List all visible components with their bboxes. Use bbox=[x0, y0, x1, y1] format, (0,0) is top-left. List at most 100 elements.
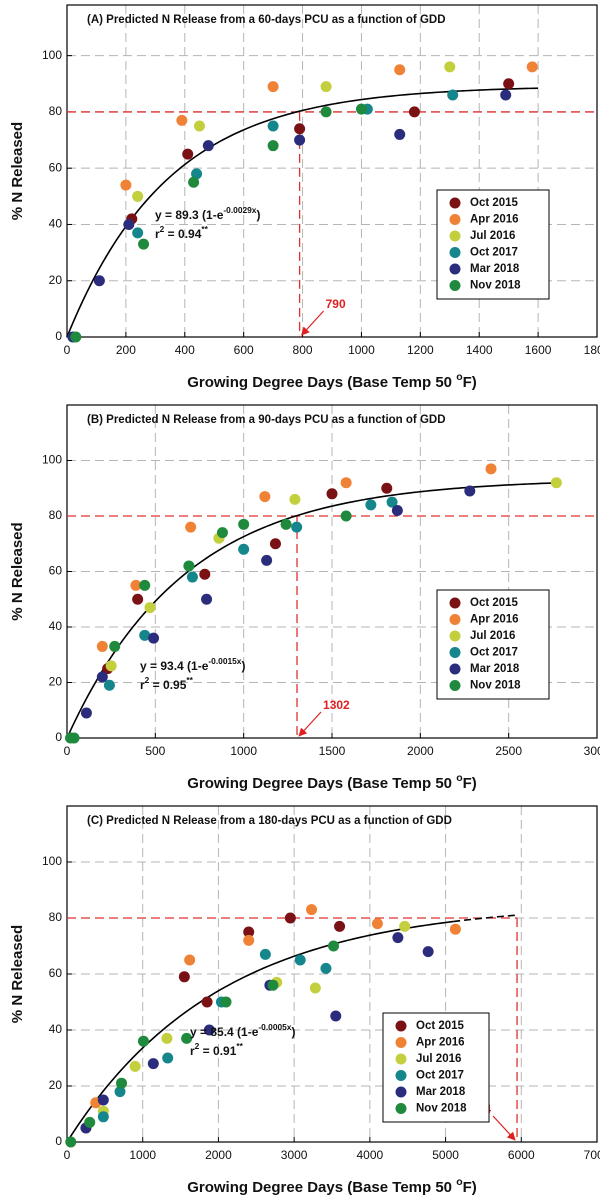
data-point bbox=[132, 227, 144, 239]
legend-marker bbox=[449, 680, 461, 691]
data-point bbox=[394, 128, 406, 140]
x-axis-label: Growing Degree Days (Base Temp 50 oF) bbox=[187, 772, 477, 792]
data-point bbox=[84, 1116, 96, 1128]
data-point bbox=[191, 168, 203, 180]
legend-label: Oct 2015 bbox=[470, 597, 519, 609]
x-tick-label: 1400 bbox=[466, 343, 493, 357]
equation-part: ) bbox=[256, 208, 260, 222]
data-point bbox=[326, 488, 338, 500]
r-squared-part: = 0.91 bbox=[199, 1044, 236, 1058]
r-squared-part: r bbox=[190, 1044, 195, 1058]
data-point bbox=[96, 640, 108, 652]
data-point bbox=[526, 61, 538, 73]
data-point bbox=[194, 120, 205, 132]
data-point bbox=[188, 176, 200, 188]
x-tick-label: 1000 bbox=[129, 1148, 156, 1162]
equation-part: ) bbox=[291, 1025, 295, 1039]
equation-part: y = 89.3 (1-e bbox=[155, 208, 224, 222]
data-point bbox=[259, 491, 271, 503]
data-point bbox=[267, 979, 279, 991]
x-tick-label: 1000 bbox=[348, 343, 375, 357]
data-point bbox=[96, 671, 108, 683]
r-squared: r2 = 0.94** bbox=[155, 224, 209, 241]
x-tick-label: 3000 bbox=[281, 1148, 308, 1162]
chart-title: (A) Predicted N Release from a 60-days P… bbox=[87, 14, 446, 26]
data-point bbox=[334, 920, 346, 932]
data-point bbox=[386, 496, 398, 508]
x-axis-label-part: Growing Degree Days (Base Temp 50 bbox=[187, 775, 456, 792]
data-point bbox=[185, 521, 197, 533]
data-point bbox=[503, 78, 515, 90]
y-axis-label: % N Released bbox=[9, 522, 26, 620]
legend-marker bbox=[449, 663, 461, 675]
data-point bbox=[259, 948, 271, 960]
legend-marker bbox=[449, 263, 461, 275]
r-squared-part: r bbox=[140, 678, 145, 692]
legend-marker bbox=[395, 1070, 407, 1081]
data-point bbox=[201, 996, 213, 1008]
x-tick-label: 1500 bbox=[319, 744, 346, 758]
data-point bbox=[68, 732, 80, 744]
x-tick-label: 2000 bbox=[205, 1148, 232, 1162]
legend-label: Oct 2015 bbox=[416, 1020, 465, 1032]
legend-marker bbox=[449, 247, 461, 258]
x-tick-label: 2500 bbox=[495, 744, 522, 758]
y-tick-label: 20 bbox=[49, 1078, 63, 1092]
r-squared: r2 = 0.95** bbox=[140, 675, 194, 692]
data-point bbox=[464, 485, 476, 497]
data-point bbox=[391, 504, 403, 516]
r-squared-part: r bbox=[155, 227, 160, 241]
y-tick-label: 80 bbox=[49, 104, 63, 118]
y-axis-label: % N Released bbox=[9, 122, 26, 220]
data-point bbox=[203, 1024, 215, 1036]
data-point bbox=[392, 932, 404, 944]
r-squared-part: ** bbox=[201, 224, 208, 234]
legend-marker bbox=[449, 230, 461, 242]
data-point bbox=[132, 593, 144, 605]
data-point bbox=[144, 602, 156, 614]
legend-marker bbox=[449, 614, 461, 625]
equation-part: -0.0029x bbox=[223, 205, 256, 215]
legend-label: Apr 2016 bbox=[416, 1037, 465, 1049]
legend-label: Apr 2016 bbox=[470, 614, 519, 626]
y-tick-label: 60 bbox=[49, 160, 63, 174]
data-point bbox=[130, 579, 142, 591]
plot-frame bbox=[66, 404, 598, 739]
data-point bbox=[103, 679, 115, 691]
data-point bbox=[394, 64, 406, 76]
legend-label: Mar 2018 bbox=[416, 1086, 466, 1098]
data-point bbox=[408, 106, 420, 118]
fit-curve bbox=[66, 87, 539, 338]
data-point bbox=[80, 707, 92, 719]
reference-label: 790 bbox=[326, 297, 346, 311]
x-tick-label: 6000 bbox=[508, 1148, 535, 1162]
data-point bbox=[137, 1035, 149, 1047]
data-point bbox=[261, 554, 273, 566]
data-point bbox=[70, 331, 82, 343]
y-tick-label: 20 bbox=[49, 675, 63, 689]
r-squared-part: 2 bbox=[195, 1041, 200, 1051]
data-point bbox=[129, 1060, 141, 1072]
data-point bbox=[181, 1032, 193, 1044]
data-point bbox=[280, 518, 292, 530]
legend-marker bbox=[449, 214, 461, 225]
r-squared-part: = 0.94 bbox=[164, 227, 201, 241]
legend-marker bbox=[395, 1053, 407, 1065]
y-tick-label: 80 bbox=[49, 508, 63, 522]
x-tick-label: 4000 bbox=[357, 1148, 384, 1162]
x-tick-label: 5000 bbox=[432, 1148, 459, 1162]
data-point bbox=[132, 190, 144, 202]
x-tick-label: 7000 bbox=[584, 1148, 600, 1162]
data-point bbox=[93, 275, 105, 287]
data-point bbox=[267, 81, 279, 93]
x-axis-label-part: F) bbox=[463, 1179, 477, 1196]
data-point bbox=[238, 518, 250, 530]
y-tick-label: 0 bbox=[55, 1134, 62, 1148]
chart-title: (B) Predicted N Release from a 90-days P… bbox=[87, 414, 446, 426]
data-point bbox=[199, 568, 211, 580]
legend-label: Jul 2016 bbox=[470, 230, 515, 242]
y-tick-label: 100 bbox=[42, 854, 62, 868]
data-point bbox=[176, 114, 188, 126]
data-point bbox=[161, 1032, 173, 1044]
legend-label: Nov 2018 bbox=[470, 680, 521, 692]
